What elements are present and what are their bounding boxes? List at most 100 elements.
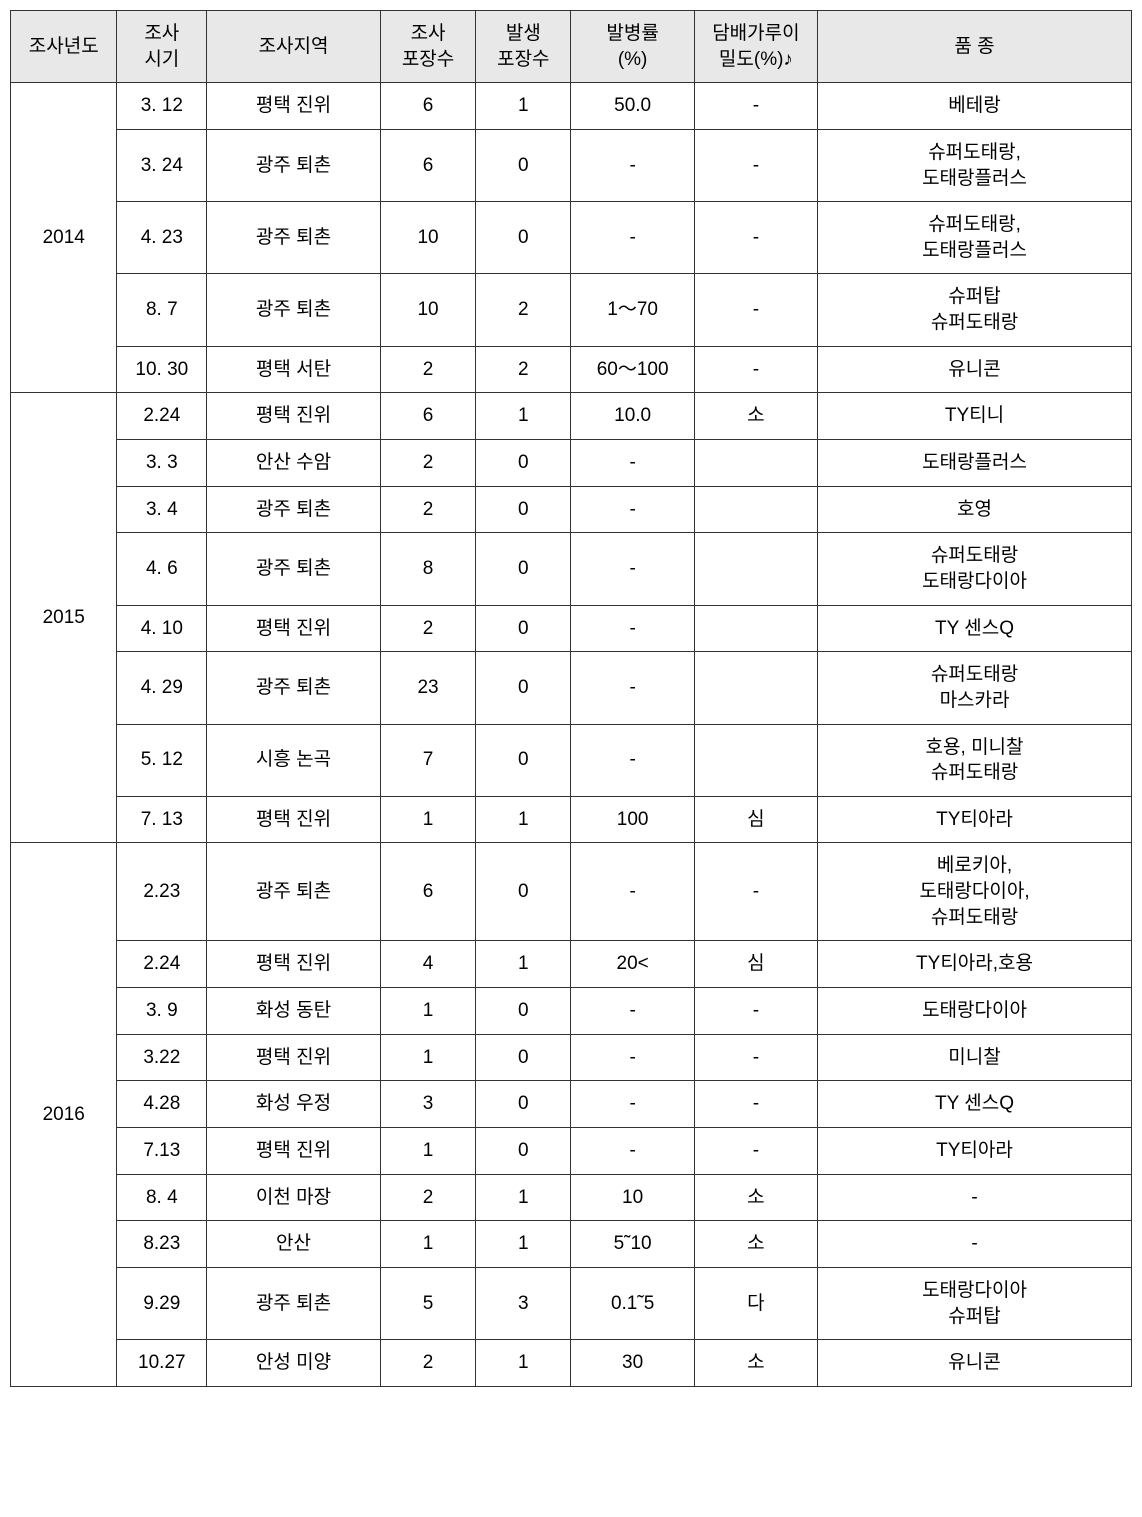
cell-year: 2016 <box>11 843 117 1386</box>
cell-period: 8. 7 <box>117 274 207 346</box>
cell-region: 평택 진위 <box>207 393 381 440</box>
cell-region: 평택 진위 <box>207 605 381 652</box>
table-row: 2.24평택 진위4120<심TY티아라,호용 <box>11 941 1132 988</box>
table-body: 20143. 12평택 진위6150.0-베테랑3. 24광주 퇴촌60--슈퍼… <box>11 83 1132 1387</box>
cell-year: 2014 <box>11 83 117 393</box>
cell-variety: 호영 <box>818 486 1132 533</box>
cell-density <box>694 533 817 605</box>
cell-rate: - <box>571 129 694 201</box>
cell-density <box>694 605 817 652</box>
cell-occur: 0 <box>476 486 571 533</box>
cell-region: 평택 진위 <box>207 941 381 988</box>
cell-count: 1 <box>380 988 475 1035</box>
cell-rate: - <box>571 843 694 941</box>
cell-variety: 베테랑 <box>818 83 1132 130</box>
cell-rate: - <box>571 652 694 724</box>
table-row: 20143. 12평택 진위6150.0-베테랑 <box>11 83 1132 130</box>
table-row: 3. 3안산 수암20-도태랑플러스 <box>11 440 1132 487</box>
header-occur: 발생포장수 <box>476 11 571 83</box>
cell-variety: TY티니 <box>818 393 1132 440</box>
cell-period: 7.13 <box>117 1127 207 1174</box>
cell-density: - <box>694 1034 817 1081</box>
cell-occur: 0 <box>476 202 571 274</box>
cell-rate: - <box>571 988 694 1035</box>
cell-rate: 20< <box>571 941 694 988</box>
cell-variety: 베로키아,도태랑다이아,슈퍼도태랑 <box>818 843 1132 941</box>
cell-period: 2.23 <box>117 843 207 941</box>
cell-variety: 호용, 미니찰슈퍼도태랑 <box>818 724 1132 796</box>
cell-count: 2 <box>380 1340 475 1387</box>
cell-period: 3. 3 <box>117 440 207 487</box>
cell-rate: - <box>571 533 694 605</box>
cell-rate: 100 <box>571 796 694 843</box>
cell-occur: 2 <box>476 346 571 393</box>
header-variety: 품 종 <box>818 11 1132 83</box>
cell-density: 심 <box>694 796 817 843</box>
cell-variety: 도태랑다이아 <box>818 988 1132 1035</box>
cell-density: 소 <box>694 1174 817 1221</box>
cell-occur: 3 <box>476 1267 571 1339</box>
cell-rate: - <box>571 440 694 487</box>
table-row: 20162.23광주 퇴촌60--베로키아,도태랑다이아,슈퍼도태랑 <box>11 843 1132 941</box>
table-row: 10.27안성 미양2130소유니콘 <box>11 1340 1132 1387</box>
cell-period: 2.24 <box>117 393 207 440</box>
cell-region: 안산 <box>207 1221 381 1268</box>
cell-count: 7 <box>380 724 475 796</box>
cell-region: 광주 퇴촌 <box>207 1267 381 1339</box>
cell-variety: 도태랑다이아슈퍼탑 <box>818 1267 1132 1339</box>
cell-density: - <box>694 843 817 941</box>
cell-occur: 2 <box>476 274 571 346</box>
cell-count: 1 <box>380 796 475 843</box>
cell-density: - <box>694 1081 817 1128</box>
cell-occur: 1 <box>476 83 571 130</box>
cell-variety: TY 센스Q <box>818 605 1132 652</box>
cell-count: 1 <box>380 1221 475 1268</box>
cell-count: 3 <box>380 1081 475 1128</box>
cell-density: 심 <box>694 941 817 988</box>
cell-period: 4.28 <box>117 1081 207 1128</box>
cell-occur: 0 <box>476 533 571 605</box>
cell-rate: - <box>571 486 694 533</box>
cell-period: 8. 4 <box>117 1174 207 1221</box>
table-row: 4. 29광주 퇴촌230-슈퍼도태랑마스카라 <box>11 652 1132 724</box>
table-row: 4. 6광주 퇴촌80-슈퍼도태랑도태랑다이아 <box>11 533 1132 605</box>
table-row: 3.22평택 진위10--미니찰 <box>11 1034 1132 1081</box>
table-row: 3. 24광주 퇴촌60--슈퍼도태랑,도태랑플러스 <box>11 129 1132 201</box>
cell-count: 6 <box>380 129 475 201</box>
cell-count: 1 <box>380 1034 475 1081</box>
header-rate: 발병률(%) <box>571 11 694 83</box>
cell-period: 3. 9 <box>117 988 207 1035</box>
cell-occur: 0 <box>476 1081 571 1128</box>
cell-count: 10 <box>380 274 475 346</box>
table-row: 8. 7광주 퇴촌1021～70-슈퍼탑슈퍼도태랑 <box>11 274 1132 346</box>
cell-region: 광주 퇴촌 <box>207 202 381 274</box>
cell-occur: 1 <box>476 1340 571 1387</box>
cell-variety: 슈퍼탑슈퍼도태랑 <box>818 274 1132 346</box>
cell-count: 2 <box>380 1174 475 1221</box>
cell-occur: 0 <box>476 129 571 201</box>
table-row: 5. 12시흥 논곡70-호용, 미니찰슈퍼도태랑 <box>11 724 1132 796</box>
cell-period: 4. 10 <box>117 605 207 652</box>
cell-occur: 1 <box>476 393 571 440</box>
header-row: 조사년도 조사시기 조사지역 조사포장수 발생포장수 발병률(%) 담배가루이밀… <box>11 11 1132 83</box>
cell-count: 2 <box>380 486 475 533</box>
cell-density: - <box>694 83 817 130</box>
survey-table: 조사년도 조사시기 조사지역 조사포장수 발생포장수 발병률(%) 담배가루이밀… <box>10 10 1132 1387</box>
cell-variety: 유니콘 <box>818 346 1132 393</box>
cell-rate: - <box>571 202 694 274</box>
table-row: 10. 30평택 서탄2260～100-유니콘 <box>11 346 1132 393</box>
table-row: 7.13평택 진위10--TY티아라 <box>11 1127 1132 1174</box>
cell-variety: TY티아라 <box>818 796 1132 843</box>
cell-region: 평택 진위 <box>207 1127 381 1174</box>
cell-occur: 0 <box>476 724 571 796</box>
cell-period: 4. 29 <box>117 652 207 724</box>
cell-variety: 유니콘 <box>818 1340 1132 1387</box>
cell-count: 5 <box>380 1267 475 1339</box>
cell-variety: 슈퍼도태랑,도태랑플러스 <box>818 202 1132 274</box>
cell-period: 8.23 <box>117 1221 207 1268</box>
header-year: 조사년도 <box>11 11 117 83</box>
cell-count: 2 <box>380 440 475 487</box>
cell-density <box>694 486 817 533</box>
cell-period: 2.24 <box>117 941 207 988</box>
cell-variety: TY 센스Q <box>818 1081 1132 1128</box>
